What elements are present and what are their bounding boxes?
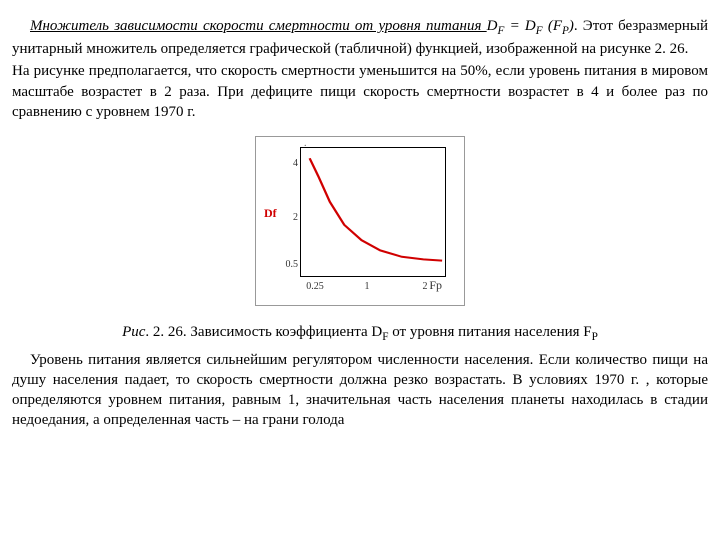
y-tick-2: 0.5: [270, 258, 298, 272]
figure-caption: Рис. 2. 26. Зависимость коэффициента DF …: [12, 322, 708, 345]
paragraph-3: Уровень питания является сильнейшим регу…: [12, 350, 708, 431]
p1-formula: DF = DF (FP): [487, 18, 574, 34]
plot-area: [300, 147, 446, 277]
df-curve: [310, 158, 442, 260]
paragraph-1: Множитель зависимости скорости смертност…: [12, 16, 708, 59]
x-tick-1: 1: [356, 280, 378, 294]
x-tick-0: 0.25: [304, 280, 326, 294]
x-axis-title: Fp: [429, 277, 442, 293]
p1-underline: Множитель зависимости скорости смертност…: [30, 18, 487, 34]
curve-svg: [301, 148, 445, 276]
chart-container: . Df 4 2 0.5 0.25 1 2 Fp: [255, 136, 465, 306]
paragraph-2: На рисунке предполагается, что скорость …: [12, 61, 708, 122]
y-tick-1: 2: [270, 211, 298, 225]
figure-2-26: . Df 4 2 0.5 0.25 1 2 Fp: [12, 136, 708, 312]
y-tick-0: 4: [270, 157, 298, 171]
